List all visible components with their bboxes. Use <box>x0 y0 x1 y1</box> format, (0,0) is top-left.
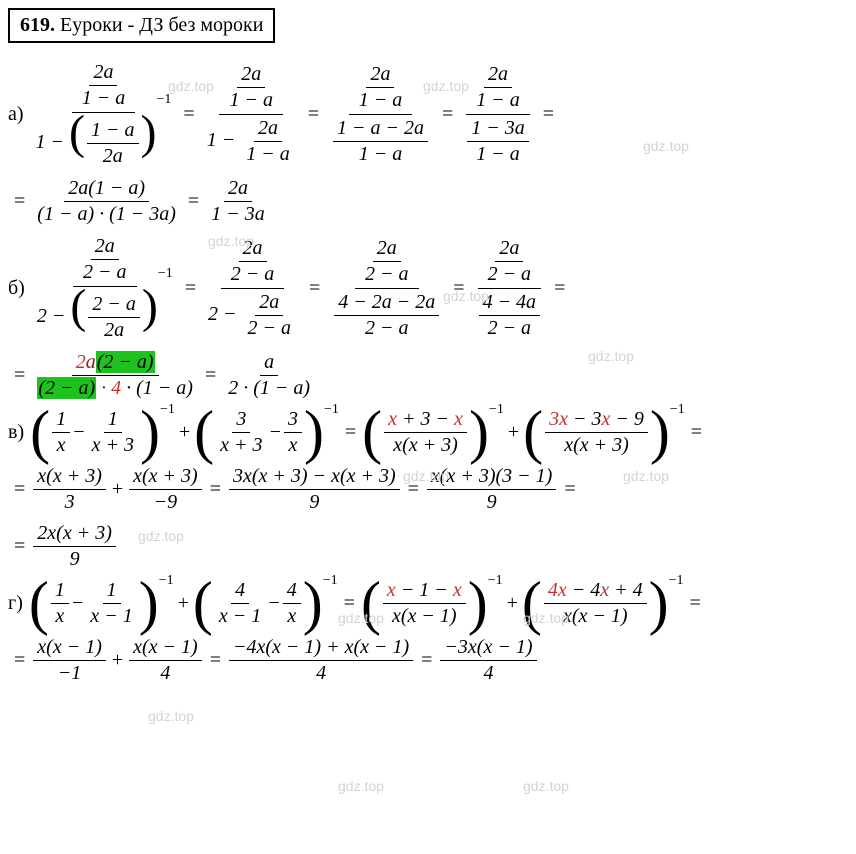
problem-c-line3: = 2x(x + 3)9 <box>8 521 848 572</box>
watermark: gdz.top <box>338 778 384 794</box>
frac: 2a2 − a 2 − 2a2 − a <box>204 235 301 342</box>
frac: 2a(2 − a) (2 − a) · 4 · (1 − a) <box>33 350 197 401</box>
header-title: Еуроки - ДЗ без мороки <box>60 14 263 36</box>
problem-c-line2: = x(x + 3)3 + x(x + 3)−9 = 3x(x + 3) − x… <box>8 464 848 515</box>
frac: 2a 1 − 3a <box>207 176 269 227</box>
watermark: gdz.top <box>148 708 194 724</box>
problem-a-line2: = 2a(1 − a) (1 − a) · (1 − 3a) = 2a 1 − … <box>8 176 848 227</box>
frac: 2a1 − a 1 − (1 − a2a)−1 <box>32 59 176 170</box>
problem-number: 619. <box>20 14 55 36</box>
page-container: 619. Еуроки - ДЗ без мороки а) 2a1 − a 1… <box>8 8 848 686</box>
problem-c-line1: в) (1x − 1x + 3)−1 + (3x + 3 − 3x)−1 = (… <box>8 407 848 458</box>
label-c: в) <box>8 421 24 444</box>
frac: 2a2 − a 2 − (2 − a2a)−1 <box>33 233 177 344</box>
frac: 2a1 − a 1 − a − 2a1 − a <box>327 61 434 168</box>
watermark: gdz.top <box>523 778 569 794</box>
problem-d-line2: = x(x − 1)−1 + x(x − 1)4 = −4x(x − 1) + … <box>8 635 848 686</box>
problem-d-line1: г) (1x − 1x − 1)−1 + (4x − 1 − 4x)−1 = (… <box>8 578 848 629</box>
label-b: б) <box>8 277 25 300</box>
frac: a 2 · (1 − a) <box>224 350 314 401</box>
frac: 2a1 − a 1 − 2a1 − a <box>203 61 300 168</box>
header-box: 619. Еуроки - ДЗ без мороки <box>8 8 275 43</box>
frac: 2a2 − a 4 − 2a − 2a2 − a <box>328 235 445 342</box>
frac: 2a1 − a 1 − 3a1 − a <box>461 61 535 168</box>
problem-b-line2: = 2a(2 − a) (2 − a) · 4 · (1 − a) = a 2 … <box>8 350 848 401</box>
problem-b-line1: б) 2a2 − a 2 − (2 − a2a)−1 = 2a2 − a 2 −… <box>8 233 848 344</box>
frac: 2a(1 − a) (1 − a) · (1 − 3a) <box>33 176 180 227</box>
frac: 2a2 − a 4 − 4a2 − a <box>473 235 547 342</box>
problem-a-line1: а) 2a1 − a 1 − (1 − a2a)−1 = 2a1 − a 1 −… <box>8 59 848 170</box>
label-a: а) <box>8 103 24 126</box>
label-d: г) <box>8 592 23 615</box>
